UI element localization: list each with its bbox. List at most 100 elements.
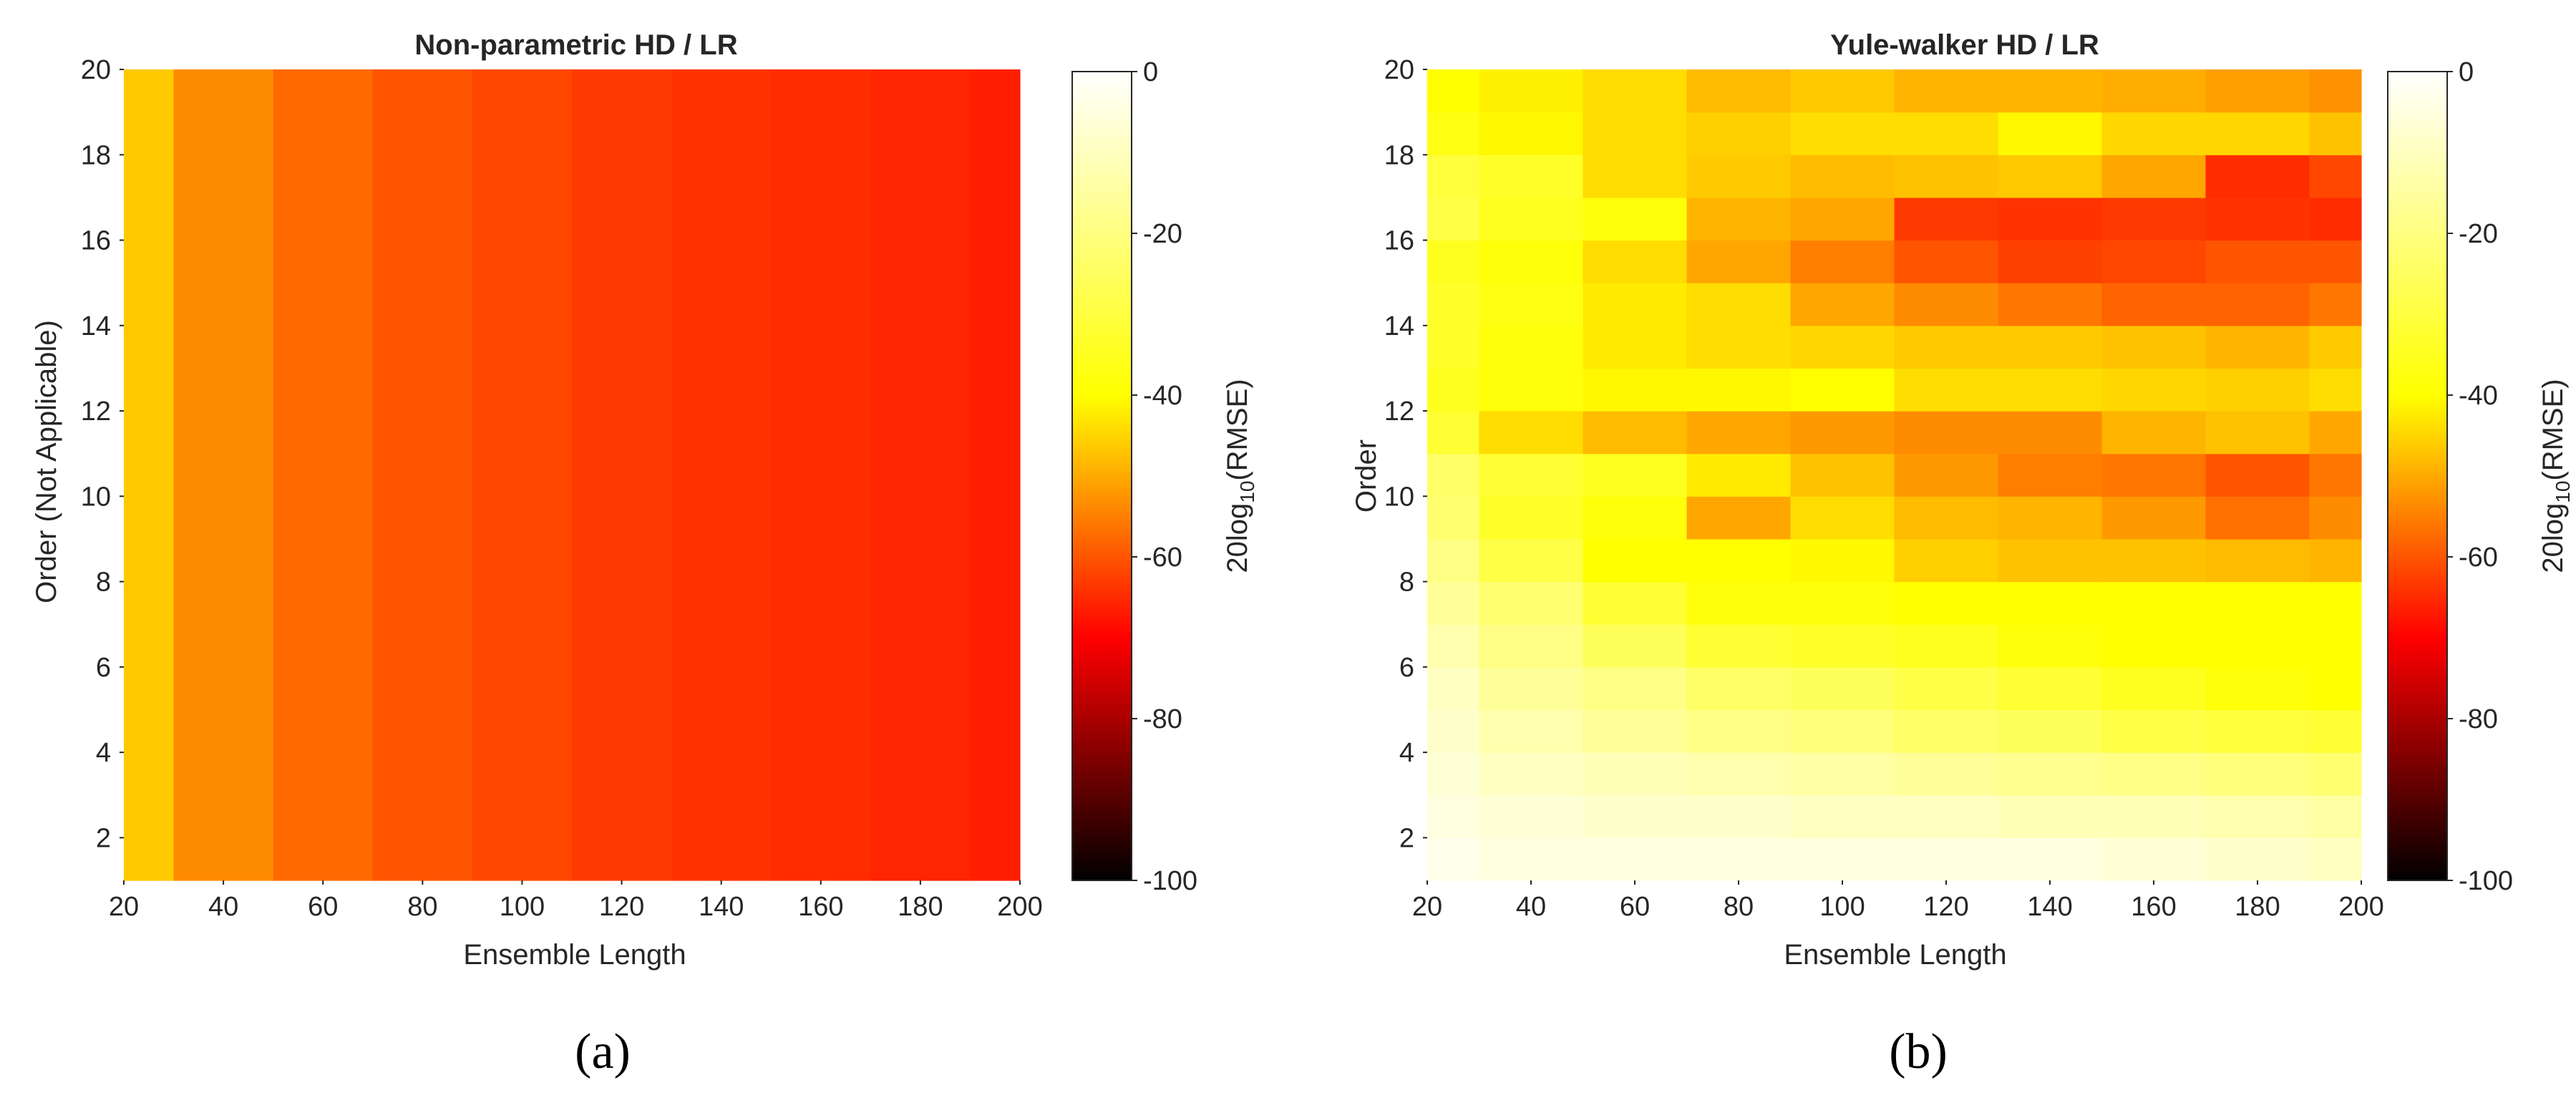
heatmap-cell bbox=[1583, 666, 1688, 711]
x-tick-label: 20 bbox=[109, 892, 139, 922]
colorbar-tick-label: -20 bbox=[1143, 219, 1182, 249]
heatmap-cell bbox=[2101, 368, 2207, 412]
heatmap-cell bbox=[1998, 795, 2103, 838]
x-tick-label: 80 bbox=[407, 892, 437, 922]
x-tick-label: 100 bbox=[1819, 892, 1865, 922]
heatmap-cell bbox=[2205, 666, 2310, 711]
heatmap-cell bbox=[2309, 752, 2362, 796]
chart-title: Non-parametric HD / LR bbox=[414, 29, 737, 61]
heatmap-cell bbox=[1894, 112, 1999, 155]
heatmap-cell bbox=[1583, 197, 1688, 241]
heatmap-cell bbox=[2101, 795, 2207, 838]
heatmap-cell bbox=[1790, 538, 1895, 583]
heatmap-cell bbox=[2309, 368, 2362, 412]
heatmap-cell bbox=[1583, 709, 1688, 753]
panel-label-b: (b) bbox=[1889, 1024, 1948, 1079]
y-tick-label: 14 bbox=[81, 311, 111, 341]
heatmap-cell bbox=[1583, 538, 1688, 583]
heatmap-cell bbox=[472, 69, 573, 881]
y-axis-label: Order bbox=[1351, 439, 1382, 512]
heatmap-cell bbox=[1686, 581, 1792, 625]
heatmap-cell bbox=[1479, 240, 1584, 283]
colorbar-label: 20log10(RMSE) bbox=[1222, 379, 1258, 573]
heatmap-cell bbox=[1894, 155, 1999, 198]
heatmap-cell bbox=[1479, 368, 1584, 412]
heatmap-cell bbox=[273, 69, 374, 881]
heatmap-cell bbox=[2309, 538, 2362, 583]
colorbar-tick-label: 0 bbox=[1143, 57, 1158, 87]
heatmap-cell bbox=[1894, 709, 1999, 753]
heatmap-cell bbox=[1998, 240, 2103, 283]
heatmap-cell bbox=[1998, 538, 2103, 583]
x-axis-label: Ensemble Length bbox=[463, 939, 686, 971]
heatmap-cell bbox=[1790, 112, 1895, 155]
heatmap-cell bbox=[2205, 538, 2310, 583]
heatmap-cell bbox=[2205, 795, 2310, 838]
heatmap-cell bbox=[1583, 795, 1688, 838]
heatmap-cell bbox=[2309, 795, 2362, 838]
x-tick-label: 180 bbox=[2235, 892, 2280, 922]
heatmap-cell bbox=[1686, 496, 1792, 540]
y-tick-label: 8 bbox=[1399, 568, 1414, 598]
colorbar-tick-label: -100 bbox=[1143, 866, 1197, 896]
heatmap-cell bbox=[1998, 752, 2103, 796]
heatmap-cell bbox=[2101, 666, 2207, 711]
heatmap-cell bbox=[671, 69, 772, 881]
heatmap-cell bbox=[2309, 155, 2362, 198]
colorbar bbox=[2387, 71, 2448, 881]
heatmap-cell bbox=[2309, 581, 2362, 625]
heatmap-cell bbox=[1998, 411, 2103, 455]
heatmap-cell bbox=[1790, 666, 1895, 711]
heatmap-cell bbox=[1686, 240, 1792, 283]
heatmap-cell bbox=[1583, 453, 1688, 497]
heatmap-cell bbox=[1427, 69, 1480, 113]
heatmap-cell bbox=[1998, 197, 2103, 241]
heatmap-cell bbox=[1894, 453, 1999, 497]
heatmap-cell bbox=[1790, 411, 1895, 455]
heatmap-cell bbox=[2101, 411, 2207, 455]
heatmap-cell bbox=[1894, 666, 1999, 711]
heatmap-cell bbox=[1583, 581, 1688, 625]
heatmap-cell bbox=[1583, 368, 1688, 412]
heatmap-cell bbox=[1998, 112, 2103, 155]
heatmap-cell bbox=[2309, 325, 2362, 369]
colorbar-tick-label: -60 bbox=[1143, 543, 1182, 573]
heatmap-cell bbox=[1998, 283, 2103, 326]
heatmap-cell bbox=[2205, 837, 2310, 881]
heatmap-cell bbox=[1790, 709, 1895, 753]
y-tick-label: 18 bbox=[1384, 140, 1414, 170]
heatmap-cell bbox=[1427, 624, 1480, 668]
heatmap-cell bbox=[1686, 155, 1792, 198]
heatmap-cell bbox=[1427, 837, 1480, 881]
heatmap-cell bbox=[1427, 538, 1480, 583]
heatmap-cell bbox=[1686, 752, 1792, 796]
heatmap-cell bbox=[1479, 112, 1584, 155]
heatmap-cell bbox=[2309, 453, 2362, 497]
heatmap-cell bbox=[1583, 112, 1688, 155]
heatmap-cell bbox=[1479, 197, 1584, 241]
y-tick-label: 8 bbox=[96, 568, 111, 598]
colorbar-tick-label: -100 bbox=[2459, 866, 2513, 896]
heatmap-cell bbox=[1998, 666, 2103, 711]
heatmap-cell bbox=[2205, 112, 2310, 155]
heatmap-cell bbox=[1427, 795, 1480, 838]
y-tick-label: 16 bbox=[1384, 226, 1414, 256]
colorbar bbox=[1071, 71, 1132, 881]
heatmap-cell bbox=[1479, 795, 1584, 838]
heatmap-cell bbox=[2309, 112, 2362, 155]
heatmap-cell bbox=[2101, 69, 2207, 113]
heatmap-cell bbox=[1790, 240, 1895, 283]
heatmap-cell bbox=[2309, 666, 2362, 711]
x-tick-label: 40 bbox=[208, 892, 238, 922]
heatmap-cell bbox=[1686, 197, 1792, 241]
x-tick-label: 140 bbox=[2027, 892, 2072, 922]
colorbar-tick-label: -40 bbox=[1143, 381, 1182, 411]
y-tick-label: 18 bbox=[81, 140, 111, 170]
heatmap-cell bbox=[1790, 325, 1895, 369]
heatmap-cell bbox=[1479, 69, 1584, 113]
heatmap-cell bbox=[2309, 837, 2362, 881]
x-axis-ticks: 20 40 60 80 100 120 140 160 180 200 bbox=[109, 880, 1043, 922]
y-axis-ticks: 2 4 6 8 10 12 14 16 18 20 bbox=[81, 55, 124, 853]
heatmap-cell bbox=[2101, 624, 2207, 668]
colorbar-tick-label: -20 bbox=[2459, 219, 2498, 249]
